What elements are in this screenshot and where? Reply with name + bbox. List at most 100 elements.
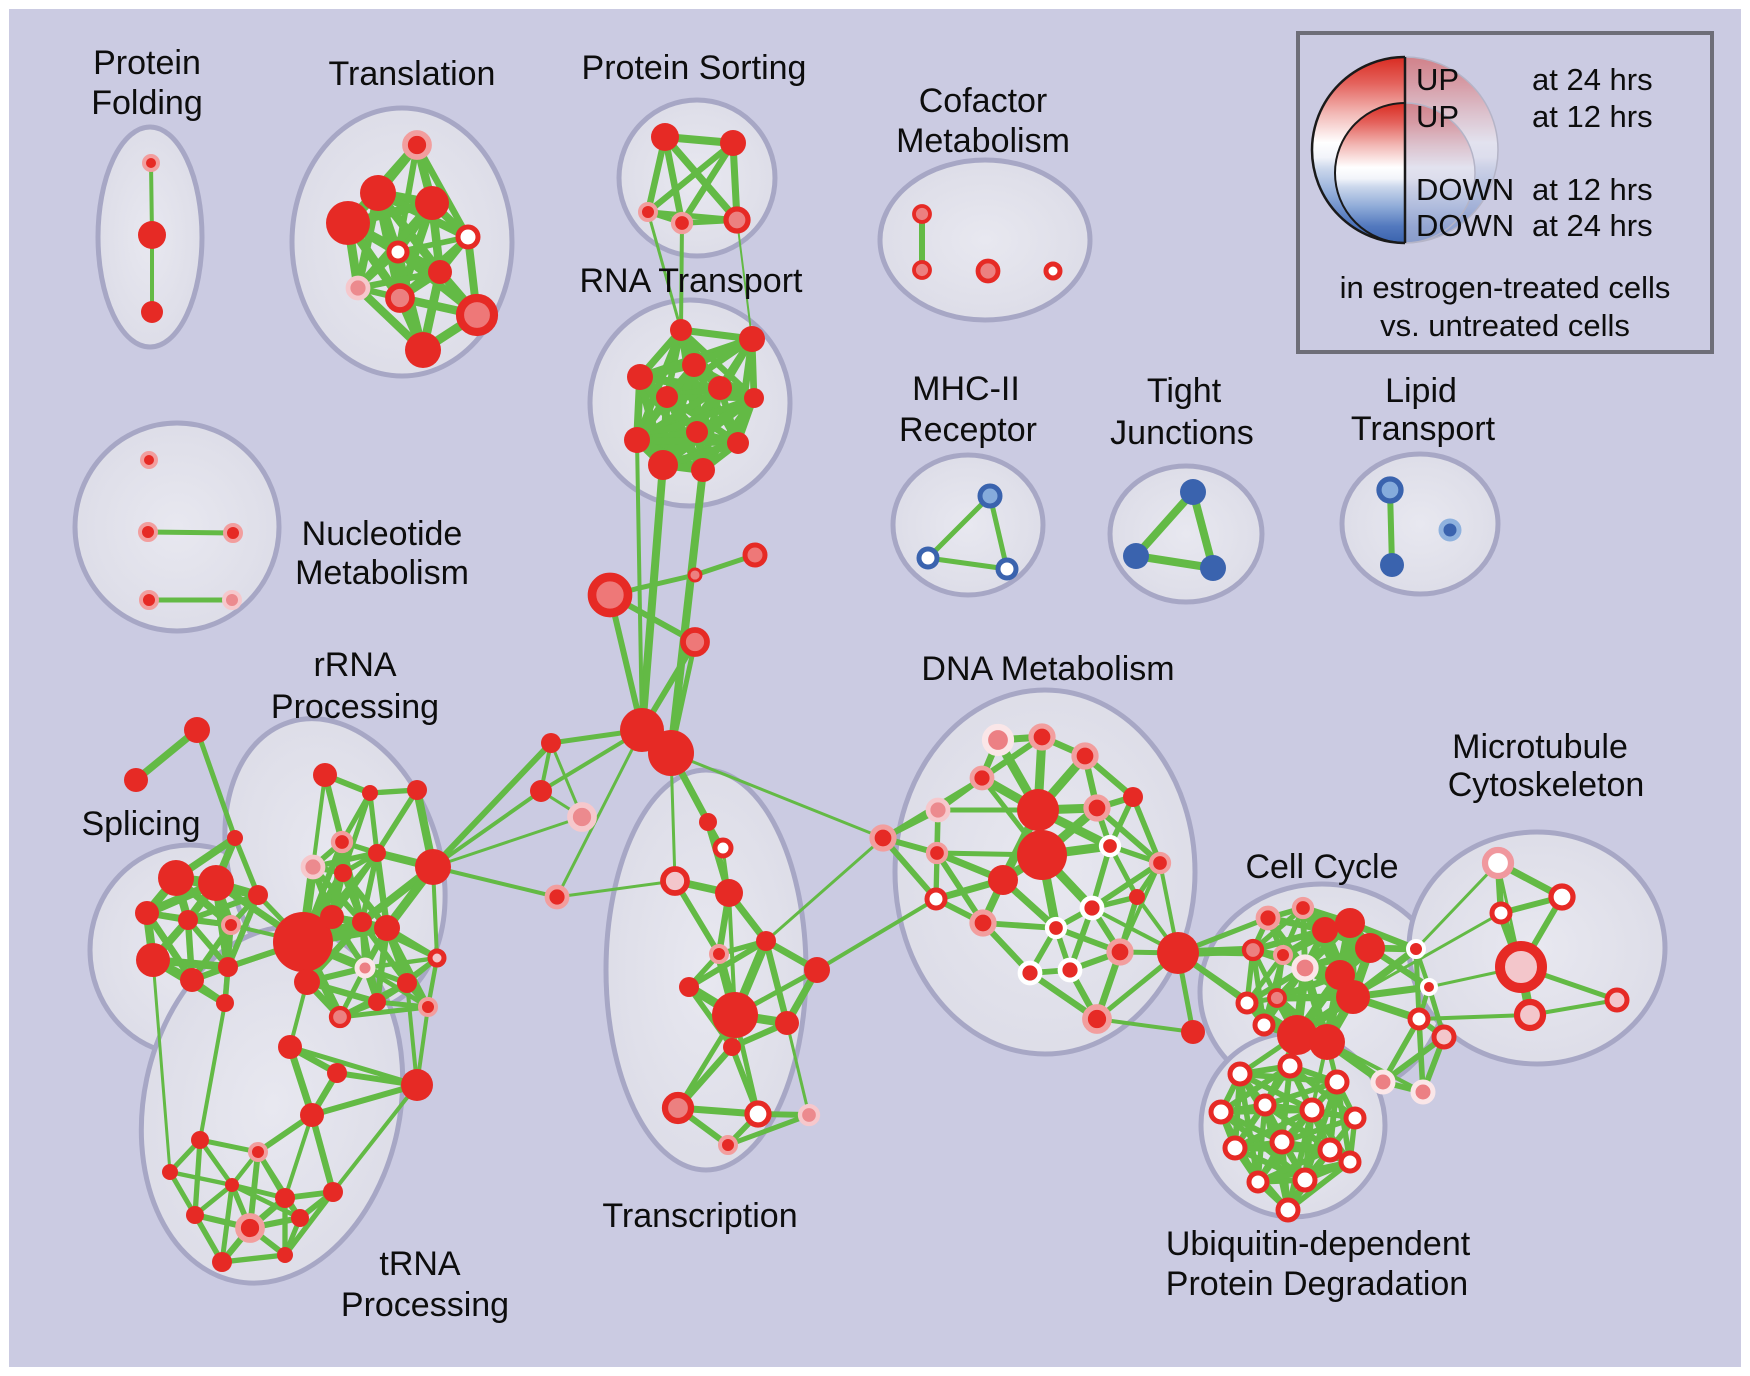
- gene-node-dna-metabolism: [925, 841, 949, 865]
- cluster-label-cofactor-metabolism-0: Cofactor: [919, 82, 1048, 120]
- gene-node-trna-processing: [327, 1063, 347, 1083]
- gene-node-lipid-transport: [1376, 476, 1404, 504]
- cluster-ellipse-nucleotide-metabolism: [72, 420, 282, 634]
- gene-node-cell-cycle: [1157, 932, 1199, 974]
- gene-node-connector-hub: [712, 837, 734, 859]
- gene-node-transcription: [723, 1038, 741, 1056]
- edge-protein-sorting: [678, 139, 737, 227]
- edge-link-transcription-dna-metabolism: [815, 897, 938, 972]
- gene-node-rrna-processing: [273, 912, 333, 972]
- gene-node-rrna-processing: [427, 948, 447, 968]
- edge-link-rrna-processing-trna-processing: [405, 981, 419, 1087]
- gene-node-splicing: [218, 957, 238, 977]
- gene-node-microtubule-cytoskeleton: [1513, 998, 1547, 1032]
- legend-direction-0: UP: [1416, 62, 1459, 97]
- cluster-label-protein-sorting-0: Protein Sorting: [582, 49, 807, 87]
- edge-link-connector-hub-rrna-processing: [431, 815, 584, 869]
- gene-node-cell-cycle: [1252, 1013, 1276, 1037]
- edge-mhc-ii-receptor: [925, 555, 1010, 572]
- edge-trna-processing: [255, 1149, 303, 1221]
- cluster-label-microtubule-cytoskeleton-0: Microtubule: [1452, 728, 1628, 766]
- gene-node-translation: [360, 175, 396, 211]
- edge-transcription: [686, 984, 735, 1050]
- gene-node-rrna-processing: [352, 912, 372, 932]
- gene-node-ubiquitin-degradation: [1338, 1150, 1362, 1174]
- edge-tight-junctions: [1132, 488, 1197, 560]
- gene-node-protein-sorting: [720, 130, 746, 156]
- gene-node-cofactor-metabolism: [912, 204, 932, 224]
- gene-node-dna-metabolism: [1181, 1020, 1205, 1044]
- gene-node-ubiquitin-degradation: [1269, 1129, 1295, 1155]
- edge-link-connector-hub-rrna-processing: [430, 740, 554, 870]
- gene-node-ubiquitin-degradation: [1222, 1135, 1248, 1161]
- cluster-ellipse-lipid-transport: [1339, 451, 1501, 597]
- edge-mhc-ii-receptor: [925, 493, 993, 561]
- gene-node-dna-metabolism: [924, 887, 948, 911]
- gene-node-ubiquitin-degradation: [1299, 1097, 1325, 1123]
- gene-node-connector-hub: [541, 733, 561, 753]
- cluster-label-protein-folding-1: Folding: [91, 84, 203, 122]
- gene-node-nucleotide-metabolism: [222, 590, 242, 610]
- gene-node-splicing: [178, 910, 198, 930]
- gene-node-ubiquitin-degradation: [1253, 1093, 1277, 1117]
- gene-node-microtubule-cytoskeleton: [1604, 987, 1630, 1013]
- gene-node-dna-metabolism: [969, 909, 997, 937]
- legend-direction-3: DOWN: [1416, 208, 1514, 243]
- gene-node-translation: [455, 293, 499, 337]
- edge-link-rna-transport-connector-hub: [667, 466, 707, 757]
- gene-node-trna-processing: [191, 1131, 209, 1149]
- gene-node-rrna-processing: [354, 957, 376, 979]
- gene-node-translation: [405, 332, 441, 368]
- gene-node-rrna-processing: [320, 905, 344, 929]
- gene-node-cell-cycle: [1291, 954, 1319, 982]
- gene-node-protein-sorting: [723, 206, 751, 234]
- gene-node-rrna-processing: [374, 915, 400, 941]
- edge-link-splicing-trna-processing: [151, 958, 172, 1174]
- gene-node-cofactor-metabolism: [975, 258, 1001, 284]
- gene-node-ubiquitin-degradation: [1246, 1170, 1270, 1194]
- gene-node-rna-transport: [627, 364, 653, 390]
- gene-node-splicing: [158, 860, 194, 896]
- gene-node-ubiquitin-degradation: [1343, 1106, 1367, 1130]
- edge-link-protein-sorting-rna-transport: [736, 219, 753, 340]
- gene-node-dna-metabolism: [1129, 889, 1145, 905]
- edge-trna-processing: [309, 1082, 420, 1118]
- edge-ubiquitin-degradation: [1255, 1147, 1333, 1185]
- edge-trna-processing: [219, 1252, 288, 1265]
- gene-node-dna-metabolism: [969, 765, 995, 791]
- gene-node-cell-cycle: [1255, 905, 1281, 931]
- gene-node-splicing: [221, 915, 241, 935]
- edge-link-protein-sorting-rna-transport: [646, 210, 683, 332]
- edge-trna-processing: [167, 1169, 235, 1188]
- edge-transcription: [555, 879, 677, 899]
- gene-node-ubiquitin-degradation: [1277, 1053, 1303, 1079]
- gene-node-dna-metabolism: [1071, 742, 1099, 770]
- gene-node-ubiquitin-degradation: [1324, 1069, 1350, 1095]
- cluster-label-dna-metabolism-0: DNA Metabolism: [921, 650, 1174, 688]
- gene-node-transcription: [718, 1135, 738, 1155]
- gene-node-lipid-transport: [1380, 553, 1404, 577]
- gene-node-connector-hub: [687, 567, 703, 583]
- gene-node-protein-folding: [141, 301, 163, 323]
- legend-direction-1: UP: [1416, 99, 1459, 134]
- edge-transcription: [725, 1112, 812, 1148]
- gene-node-trna-processing: [248, 1142, 268, 1162]
- gene-node-splicing: [135, 901, 159, 925]
- gene-node-rna-transport: [708, 376, 732, 400]
- gene-node-trna-processing: [277, 1247, 293, 1263]
- cluster-label-mhc-ii-receptor-0: MHC-II: [912, 370, 1020, 408]
- gene-node-connector-hub: [680, 627, 710, 657]
- gene-node-translation: [415, 186, 449, 220]
- edge-transcription: [686, 938, 769, 990]
- legend-time-0: at 24 hrs: [1532, 62, 1653, 97]
- gene-node-trna-processing: [291, 1209, 309, 1227]
- edge-dna-metabolism: [1118, 861, 1162, 954]
- legend: UP at 24 hrs UP at 12 hrs DOWN at 12 hrs DOWN a…: [1296, 31, 1714, 354]
- gene-node-translation: [455, 224, 481, 250]
- legend-circle-solid-half: [1310, 55, 1405, 245]
- edge-link-cell-cycle-microtubule-cytoskeleton: [1351, 911, 1503, 999]
- gene-node-translation: [385, 283, 415, 313]
- gene-node-translation: [402, 130, 432, 160]
- edge-rrna-processing: [362, 955, 440, 971]
- gene-node-cell-cycle: [1291, 896, 1315, 920]
